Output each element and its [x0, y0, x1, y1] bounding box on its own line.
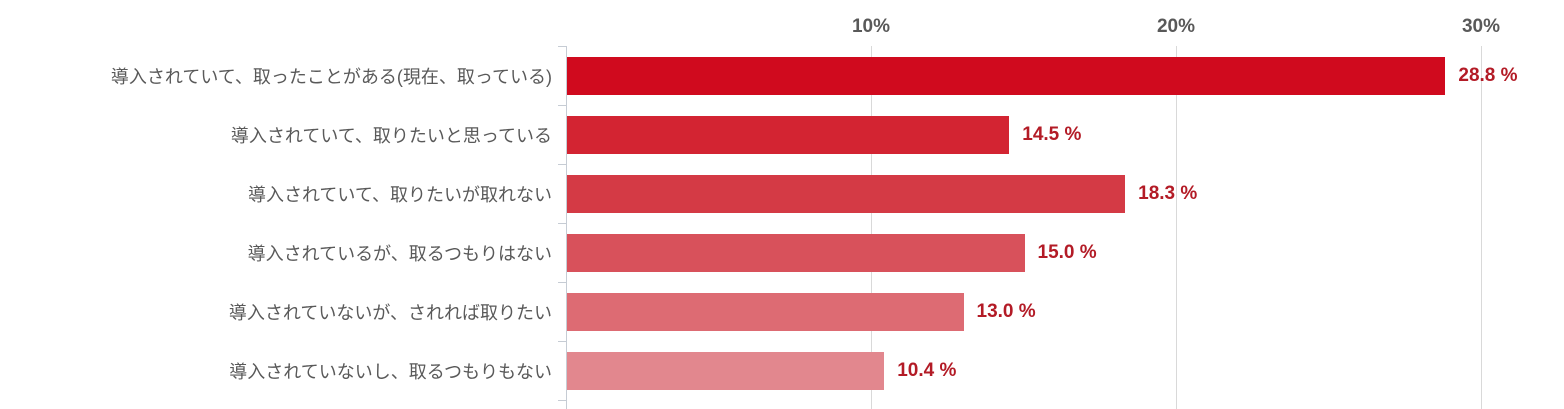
bar-row: 導入されているが、取るつもりはない 15.0 % [0, 223, 1564, 282]
bar [567, 56, 1446, 95]
y-axis-line [566, 46, 567, 409]
value-label: 28.8 % [1458, 64, 1518, 86]
bar-row: 導入されていて、取りたいが取れない 18.3 % [0, 164, 1564, 223]
axis-tick-label-20pct: 20% [1156, 16, 1196, 37]
value-label: 18.3 % [1138, 182, 1198, 204]
category-label: 導入されていて、取りたいが取れない [247, 184, 552, 205]
category-label: 導入されていて、取ったことがある(現在、取っている) [110, 66, 552, 87]
category-label: 導入されていないが、されれば取りたい [228, 302, 552, 323]
bar-row: 導入されていないし、取るつもりもない 10.4 % [0, 341, 1564, 400]
category-label: 導入されていて、取りたいと思っている [230, 125, 552, 146]
axis-tick [558, 282, 567, 283]
axis-tick [558, 341, 567, 342]
axis-tick [558, 105, 567, 106]
axis-tick [558, 46, 567, 47]
bar-row: 導入されていないが、されれば取りたい 13.0 % [0, 282, 1564, 341]
value-label: 10.4 % [897, 359, 957, 381]
bar [567, 351, 885, 390]
bar [567, 233, 1025, 272]
bar-row: 導入されていて、取ったことがある(現在、取っている) 28.8 % [0, 46, 1564, 105]
axis-tick-label-10pct: 10% [851, 16, 891, 37]
axis-tick-label-30pct: 30% [1461, 16, 1501, 37]
bar [567, 115, 1010, 154]
axis-tick [558, 400, 567, 401]
value-label: 13.0 % [976, 300, 1036, 322]
category-label: 導入されているが、取るつもりはない [247, 243, 552, 264]
gridline-30pct [1481, 46, 1482, 409]
value-label: 14.5 % [1022, 123, 1082, 145]
category-label: 導入されていないし、取るつもりもない [229, 361, 552, 382]
bar [567, 174, 1126, 213]
value-label: 15.0 % [1037, 241, 1097, 263]
axis-tick [558, 223, 567, 224]
bar [567, 292, 964, 331]
gridline-10pct [871, 46, 872, 409]
bar-row: 導入されていて、取りたいと思っている 14.5 % [0, 105, 1564, 164]
gridline-20pct [1176, 46, 1177, 409]
axis-tick [558, 164, 567, 165]
